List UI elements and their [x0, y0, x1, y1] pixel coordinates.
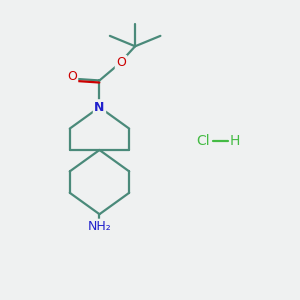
Text: N: N	[94, 101, 105, 114]
Text: O: O	[116, 56, 126, 69]
Text: H: H	[230, 134, 240, 148]
Text: O: O	[67, 70, 77, 83]
Text: NH₂: NH₂	[88, 220, 111, 233]
Text: Cl: Cl	[197, 134, 210, 148]
